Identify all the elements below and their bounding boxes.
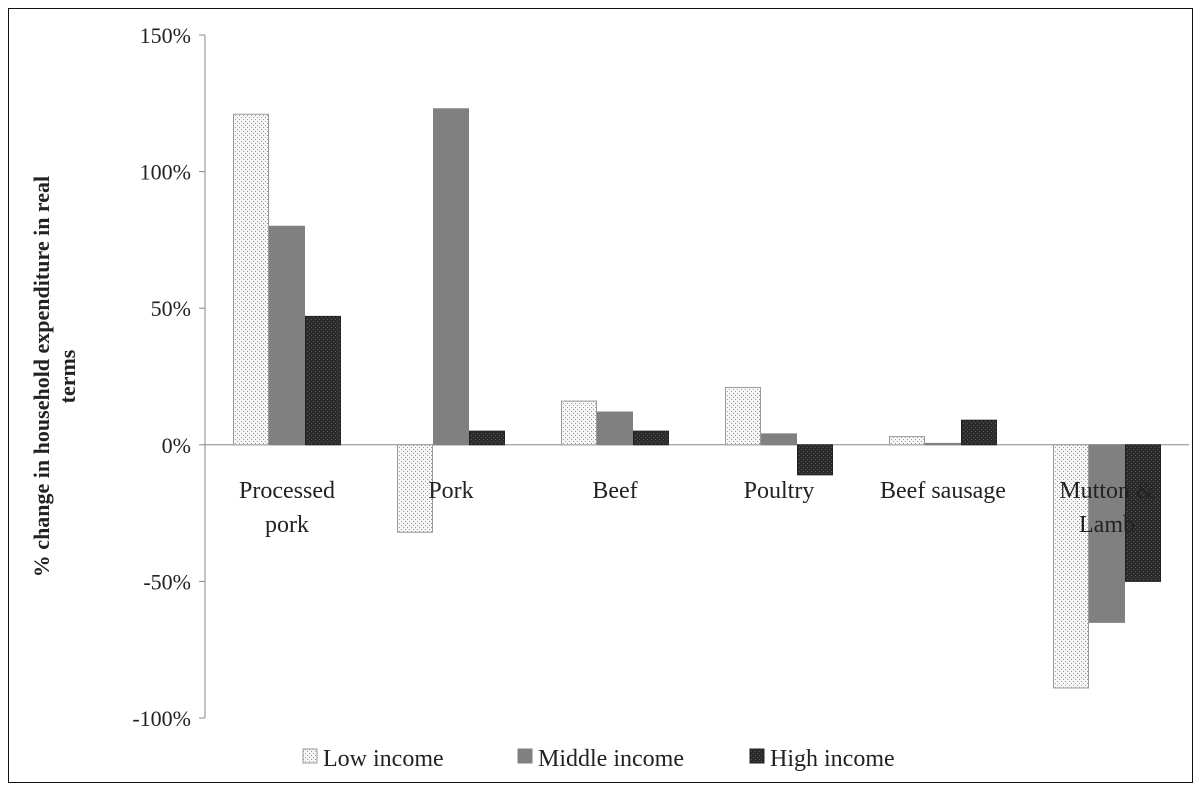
bar [233,113,269,446]
legend-swatch [302,748,318,764]
category-label: Beef [592,478,637,504]
category-label: pork [265,512,309,538]
y-axis-label-line: terms [55,349,80,403]
bar [761,433,797,446]
chart-frame: -100% -50% 0% 50% 100% 150% Processed pork Pork… [8,8,1193,783]
bar [597,411,633,446]
legend: Low income Middle income High income [302,746,895,772]
bar-chart: -100% -50% 0% 50% 100% 150% Processed pork Pork… [29,23,1189,772]
bar [633,430,669,446]
legend-swatch [517,748,533,764]
bars-group [233,108,1161,689]
category-label: Processed [239,478,335,504]
legend-label: Middle income [538,746,684,772]
y-tick-label: -50% [143,569,191,594]
y-tick-label: -100% [132,706,191,731]
bar [889,436,925,446]
y-tick-label: 100% [140,160,191,185]
bar [305,315,341,446]
category-label: Beef sausage [880,478,1006,504]
y-axis-label: % change in household expenditure in rea… [29,176,80,577]
labels-group: Processed pork Pork Beef Poultry Beef sausage… [239,478,1155,538]
bar [269,225,305,446]
bar [925,442,961,446]
bar [797,444,833,476]
y-tick-label: 150% [140,23,191,48]
y-tick-label: 50% [151,296,191,321]
category-label: Poultry [744,478,815,504]
category-label: Mutton & [1059,478,1155,504]
y-tick-label: 0% [162,433,191,458]
legend-swatch [749,748,765,764]
bar [561,400,597,446]
bar [433,108,469,446]
bar [1089,444,1125,623]
bar [397,444,433,533]
bar [1053,444,1089,689]
legend-label: High income [770,746,895,772]
bar [961,419,997,446]
legend-label: Low income [323,746,444,772]
bar [1125,444,1161,582]
category-label: Pork [428,478,473,504]
y-axis-label-line: % change in household expenditure in rea… [29,176,54,577]
category-label: Lamb [1079,512,1135,538]
axes-group: -100% -50% 0% 50% 100% 150% [132,23,1189,731]
bar [725,386,761,446]
bar [469,430,505,446]
